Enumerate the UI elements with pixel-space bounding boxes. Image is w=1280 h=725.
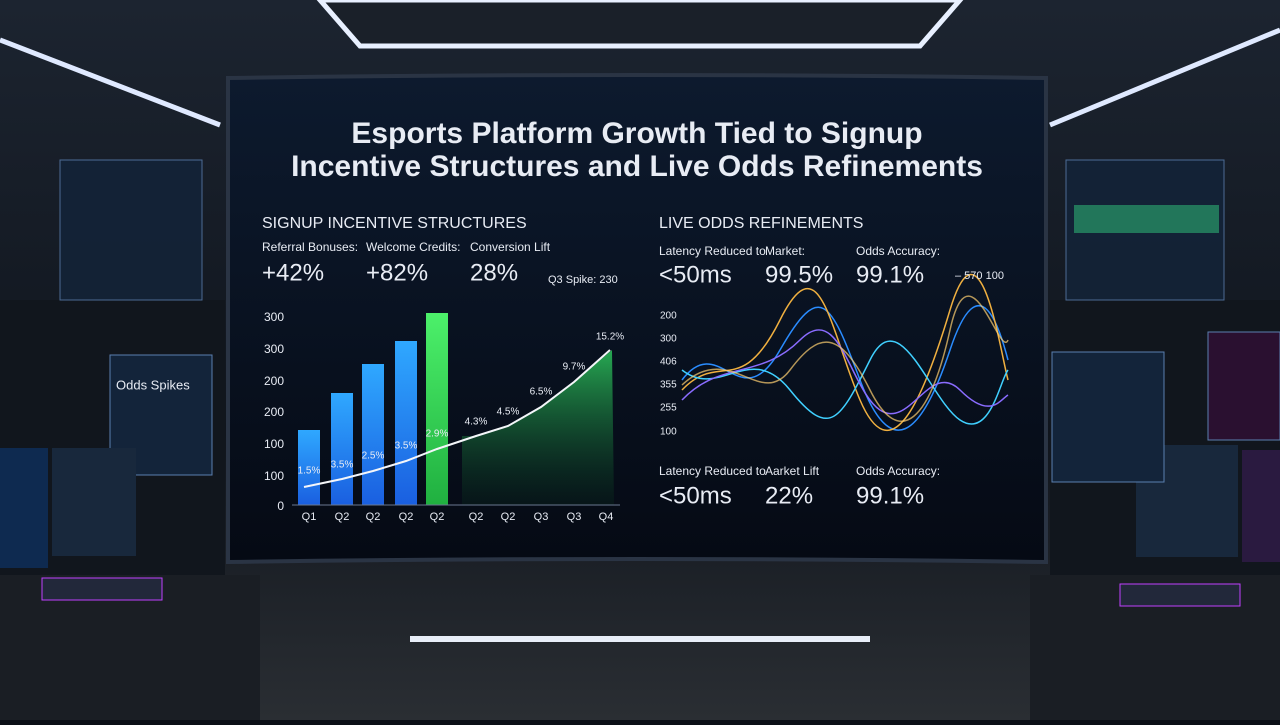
axis-label: 200	[660, 311, 677, 322]
bar	[331, 393, 353, 505]
bar	[298, 430, 320, 505]
side-panel	[109, 354, 213, 476]
panel-title: Odds Spikes	[116, 377, 190, 392]
keyboard	[41, 577, 163, 601]
title: Incentive Structures and Live Odds Refin…	[291, 150, 983, 183]
metric-value: <50ms	[659, 261, 732, 288]
x-label: Q3	[567, 511, 582, 523]
floor-light	[410, 636, 870, 642]
section-heading: SIGNUP INCENTIVE STRUCTURES	[262, 215, 527, 232]
ceiling-light	[1049, 27, 1280, 128]
bar	[426, 313, 448, 505]
side-panel	[59, 159, 203, 301]
metric-value: 99.1%	[856, 261, 924, 288]
section-heading: LIVE ODDS REFINEMENTS	[659, 215, 863, 232]
bar	[362, 364, 384, 505]
bar-chart	[292, 313, 620, 506]
axis-label: 0	[277, 499, 284, 513]
metric-label: Odds Accuracy:	[856, 464, 940, 478]
axis-label: 200	[264, 374, 284, 388]
point-label: 4.3%	[465, 417, 488, 428]
area	[462, 350, 614, 505]
point-label: 1.5%	[298, 466, 321, 477]
metric-value: 22%	[765, 482, 813, 509]
point-label: 3.5%	[395, 441, 418, 452]
metric-value: +42%	[262, 259, 324, 286]
point-label: 6.5%	[530, 387, 553, 398]
note: – 570 100	[955, 270, 1004, 282]
bar	[395, 341, 417, 505]
metric-value: 99.5%	[765, 261, 833, 288]
monitor	[52, 448, 136, 556]
axis-label: 300	[264, 310, 284, 324]
x-label: Q2	[430, 511, 445, 523]
metric-label: Conversion Lift	[470, 240, 551, 254]
metric-value: +82%	[366, 259, 428, 286]
axis-label: 100	[264, 437, 284, 451]
metric-label: Latency Reduced to	[659, 464, 766, 478]
axis-label: 406	[660, 357, 677, 368]
x-label: Q2	[399, 511, 414, 523]
axis-label: 355	[660, 380, 677, 391]
side-panel	[1207, 331, 1280, 441]
x-label: Q4	[599, 511, 614, 523]
axis-label: 255	[660, 403, 677, 414]
axis-label: 100	[264, 469, 284, 483]
point-label: 4.5%	[497, 407, 520, 418]
title: Esports Platform Growth Tied to Signup	[351, 117, 922, 150]
metric-value: 99.1%	[856, 482, 924, 509]
point-label: 2.5%	[362, 451, 385, 462]
x-label: Q2	[366, 511, 381, 523]
axis-label: 300	[264, 342, 284, 356]
point-label: 2.9%	[426, 429, 449, 440]
note: Q3 Spike: 230	[548, 274, 618, 286]
monitor	[1242, 450, 1280, 562]
side-panel	[1051, 351, 1165, 483]
metric-label: Market:	[765, 244, 805, 258]
point-label: 3.5%	[331, 460, 354, 471]
ceiling-light	[316, 0, 964, 49]
wave-chart	[681, 273, 1009, 432]
metric-label: Aarket Lift	[765, 464, 820, 478]
axis-label: 200	[264, 405, 284, 419]
x-label: Q1	[302, 511, 317, 523]
metric-label: Referral Bonuses:	[262, 240, 358, 254]
side-panel-row	[1074, 205, 1219, 233]
x-label: Q3	[534, 511, 549, 523]
metric-label: Odds Accuracy:	[856, 244, 940, 258]
x-label: Q2	[501, 511, 516, 523]
metric-value: <50ms	[659, 482, 732, 509]
axis-label: 100	[660, 427, 677, 438]
metric-value: 28%	[470, 259, 518, 286]
metric-label: Latency Reduced to	[659, 244, 766, 258]
trend-line	[303, 349, 611, 488]
ceiling-light	[0, 37, 221, 128]
metric-label: Welcome Credits:	[366, 240, 460, 254]
axis-label: 300	[660, 334, 677, 345]
x-label: Q2	[469, 511, 484, 523]
point-label: 15.2%	[596, 332, 624, 343]
monitor	[0, 448, 48, 568]
x-label: Q2	[335, 511, 350, 523]
point-label: 9.7%	[563, 362, 586, 373]
keyboard	[1119, 583, 1241, 607]
